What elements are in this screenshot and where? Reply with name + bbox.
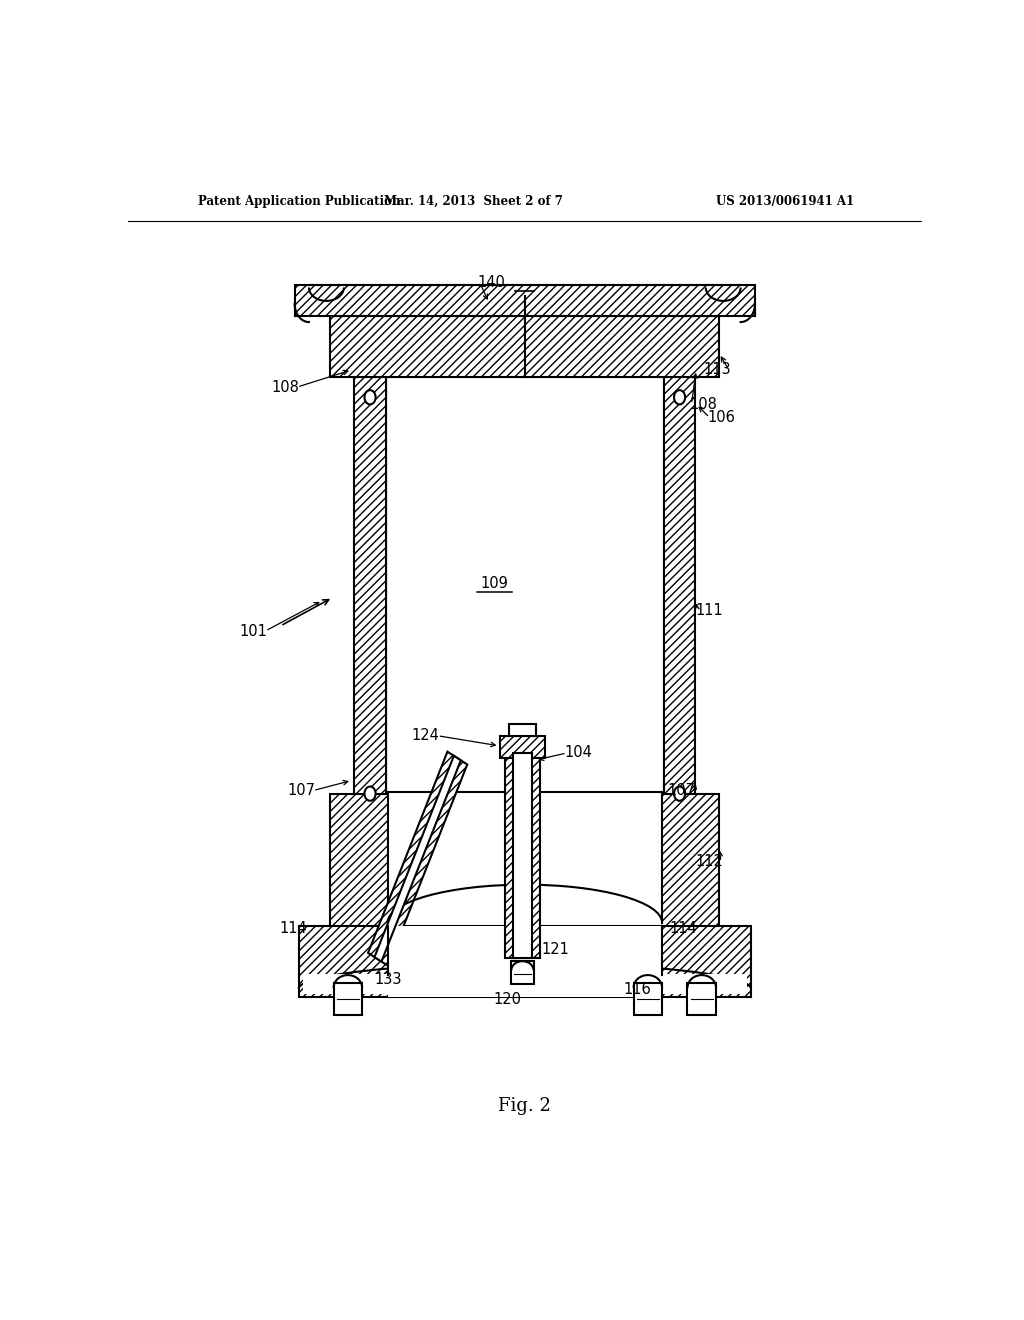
Text: 113: 113 <box>703 362 731 378</box>
Text: 106: 106 <box>708 411 735 425</box>
Text: 124: 124 <box>412 729 439 743</box>
Bar <box>687 982 716 1015</box>
Text: 107: 107 <box>668 783 696 799</box>
Bar <box>295 285 755 315</box>
Bar <box>634 982 663 1015</box>
Text: 107: 107 <box>287 783 315 799</box>
Text: 114: 114 <box>280 921 307 936</box>
Bar <box>334 982 362 1015</box>
Circle shape <box>674 391 685 404</box>
Text: Mar. 14, 2013  Sheet 2 of 7: Mar. 14, 2013 Sheet 2 of 7 <box>384 194 562 207</box>
Bar <box>500 735 545 758</box>
Text: Patent Application Publication: Patent Application Publication <box>198 194 400 207</box>
Circle shape <box>674 787 685 801</box>
Text: 104: 104 <box>565 746 593 760</box>
Text: Fig. 2: Fig. 2 <box>499 1097 551 1114</box>
Polygon shape <box>368 751 467 966</box>
Bar <box>387 792 663 923</box>
Text: 108: 108 <box>689 397 717 412</box>
Text: 112: 112 <box>695 854 723 870</box>
Text: 111: 111 <box>695 603 723 618</box>
Text: 114: 114 <box>670 921 697 936</box>
Bar <box>511 961 534 983</box>
Bar <box>664 378 695 814</box>
Bar <box>513 752 531 958</box>
Text: 116: 116 <box>624 982 651 998</box>
Circle shape <box>365 787 376 801</box>
Bar <box>303 974 748 994</box>
Bar <box>509 723 536 735</box>
Bar <box>387 925 663 997</box>
Text: 140: 140 <box>477 275 506 290</box>
Text: 109: 109 <box>480 576 509 591</box>
Text: 121: 121 <box>541 941 569 957</box>
Bar <box>387 923 663 961</box>
Bar <box>299 925 751 997</box>
Circle shape <box>365 391 376 404</box>
Polygon shape <box>375 756 461 961</box>
Bar <box>331 793 719 966</box>
Text: 108: 108 <box>271 380 299 395</box>
Bar <box>331 315 719 378</box>
Bar <box>386 378 664 814</box>
Text: US 2013/0061941 A1: US 2013/0061941 A1 <box>716 194 854 207</box>
Text: 133: 133 <box>375 972 402 987</box>
Bar <box>505 752 540 958</box>
Text: 120: 120 <box>494 993 521 1007</box>
Text: 101: 101 <box>240 623 267 639</box>
Bar <box>354 378 386 814</box>
